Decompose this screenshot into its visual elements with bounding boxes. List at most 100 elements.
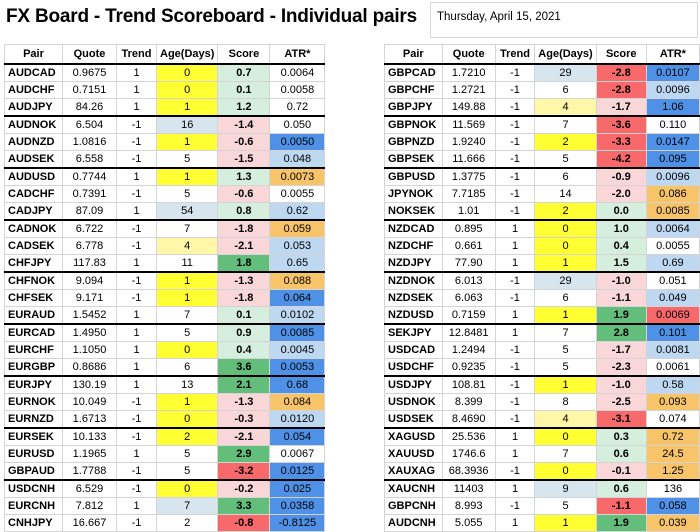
age-cell[interactable]: 5 — [534, 497, 597, 515]
trend-cell[interactable]: -1 — [494, 150, 536, 169]
age-cell[interactable]: 1 — [155, 271, 219, 290]
trend-cell[interactable]: -1 — [116, 289, 157, 307]
column-header-atr[interactable]: ATR* — [269, 44, 326, 65]
quote-cell[interactable]: 117.83 — [62, 254, 117, 273]
atr-cell[interactable]: 0.0085 — [269, 323, 326, 342]
score-cell[interactable]: -3.3 — [595, 133, 647, 151]
age-cell[interactable]: 6 — [534, 289, 597, 307]
trend-cell[interactable]: 1 — [116, 375, 157, 394]
trend-cell[interactable]: -1 — [116, 185, 157, 203]
score-cell[interactable]: -0.3 — [217, 410, 271, 429]
pair-cell[interactable]: GBPUSD — [384, 167, 443, 186]
score-cell[interactable]: -2.1 — [217, 427, 271, 446]
age-cell[interactable]: 1 — [534, 514, 597, 532]
age-cell[interactable]: 5 — [155, 323, 219, 342]
trend-cell[interactable]: 1 — [116, 167, 157, 186]
score-cell[interactable]: -1.7 — [595, 341, 647, 359]
pair-cell[interactable]: AUDCNH — [384, 514, 443, 532]
trend-cell[interactable]: -1 — [494, 375, 536, 394]
pair-cell[interactable]: AUDSEK — [4, 150, 63, 169]
trend-cell[interactable]: -1 — [116, 410, 157, 429]
atr-cell[interactable]: 0.086 — [645, 185, 700, 203]
quote-cell[interactable]: 1.2721 — [441, 81, 496, 99]
quote-cell[interactable]: 6.558 — [62, 150, 117, 169]
score-cell[interactable]: -3.1 — [595, 410, 647, 429]
quote-cell[interactable]: 1746.6 — [441, 445, 496, 463]
age-cell[interactable]: 1 — [155, 133, 219, 151]
atr-cell[interactable]: 0.074 — [645, 410, 700, 429]
score-cell[interactable]: -2.0 — [595, 185, 647, 203]
trend-cell[interactable]: -1 — [494, 358, 536, 377]
age-cell[interactable]: 1 — [155, 289, 219, 307]
score-cell[interactable]: -1.0 — [595, 375, 647, 394]
quote-cell[interactable]: 11.569 — [441, 115, 496, 134]
age-cell[interactable]: 0 — [534, 219, 597, 238]
pair-cell[interactable]: NZDJPY — [384, 254, 443, 273]
trend-cell[interactable]: 1 — [116, 445, 157, 463]
age-cell[interactable]: 0 — [155, 341, 219, 359]
score-cell[interactable]: 1.8 — [217, 254, 271, 273]
atr-cell[interactable]: 0.039 — [645, 514, 700, 532]
atr-cell[interactable]: 0.088 — [269, 271, 326, 290]
atr-cell[interactable]: 0.68 — [269, 375, 326, 394]
atr-cell[interactable]: 0.0120 — [269, 410, 326, 429]
score-cell[interactable]: 0.9 — [217, 323, 271, 342]
atr-cell[interactable]: 0.048 — [269, 150, 326, 169]
quote-cell[interactable]: 0.661 — [441, 237, 496, 255]
quote-cell[interactable]: 1.4950 — [62, 323, 117, 342]
quote-cell[interactable]: 6.013 — [441, 271, 496, 290]
quote-cell[interactable]: 6.529 — [62, 479, 117, 498]
quote-cell[interactable]: 10.049 — [62, 393, 117, 411]
pair-cell[interactable]: NZDCHF — [384, 237, 443, 255]
score-cell[interactable]: -1.5 — [217, 150, 271, 169]
quote-cell[interactable]: 87.09 — [62, 202, 117, 221]
atr-cell[interactable]: 0.0045 — [269, 341, 326, 359]
score-cell[interactable]: 1.3 — [217, 167, 271, 186]
date-cell[interactable]: Thursday, April 15, 2021 — [430, 2, 698, 38]
age-cell[interactable]: 7 — [534, 323, 597, 342]
pair-cell[interactable]: NZDSEK — [384, 289, 443, 307]
score-cell[interactable]: 2.8 — [595, 323, 647, 342]
trend-cell[interactable]: 1 — [116, 63, 157, 82]
score-cell[interactable]: -3.6 — [595, 115, 647, 134]
atr-cell[interactable]: 24.5 — [645, 445, 700, 463]
pair-cell[interactable]: CNHJPY — [4, 514, 63, 532]
trend-cell[interactable]: 1 — [116, 323, 157, 342]
age-cell[interactable]: 5 — [155, 150, 219, 169]
age-cell[interactable]: 2 — [155, 427, 219, 446]
quote-cell[interactable]: 11.666 — [441, 150, 496, 169]
quote-cell[interactable]: 1.1965 — [62, 445, 117, 463]
age-cell[interactable]: 2 — [534, 133, 597, 151]
pair-cell[interactable]: CHFJPY — [4, 254, 63, 273]
column-header-pair[interactable]: Pair — [384, 44, 443, 65]
score-cell[interactable]: -2.8 — [595, 63, 647, 82]
quote-cell[interactable]: 108.81 — [441, 375, 496, 394]
age-cell[interactable]: 4 — [155, 237, 219, 255]
pair-cell[interactable]: CHFNOK — [4, 271, 63, 290]
atr-cell[interactable]: 0.0107 — [645, 63, 700, 82]
age-cell[interactable]: 1 — [534, 254, 597, 273]
atr-cell[interactable]: 0.064 — [269, 289, 326, 307]
pair-cell[interactable]: XAUXAG — [384, 462, 443, 481]
score-cell[interactable]: 0.3 — [595, 427, 647, 446]
age-cell[interactable]: 1 — [155, 98, 219, 117]
atr-cell[interactable]: 0.0067 — [269, 445, 326, 463]
pair-cell[interactable]: XAGUSD — [384, 427, 443, 446]
score-cell[interactable]: 2.9 — [217, 445, 271, 463]
quote-cell[interactable]: 7.7185 — [441, 185, 496, 203]
score-cell[interactable]: -0.2 — [217, 479, 271, 498]
pair-cell[interactable]: SEKJPY — [384, 323, 443, 342]
atr-cell[interactable]: 136 — [645, 479, 700, 498]
quote-cell[interactable]: 25.536 — [441, 427, 496, 446]
trend-cell[interactable]: 1 — [494, 306, 536, 325]
score-cell[interactable]: -0.9 — [595, 167, 647, 186]
pair-cell[interactable]: GBPCHF — [384, 81, 443, 99]
trend-cell[interactable]: -1 — [116, 237, 157, 255]
score-cell[interactable]: 0.8 — [217, 202, 271, 221]
pair-cell[interactable]: USDNOK — [384, 393, 443, 411]
trend-cell[interactable]: -1 — [494, 167, 536, 186]
trend-cell[interactable]: -1 — [116, 393, 157, 411]
quote-cell[interactable]: 8.993 — [441, 497, 496, 515]
pair-cell[interactable]: GBPNZD — [384, 133, 443, 151]
age-cell[interactable]: 7 — [155, 306, 219, 325]
